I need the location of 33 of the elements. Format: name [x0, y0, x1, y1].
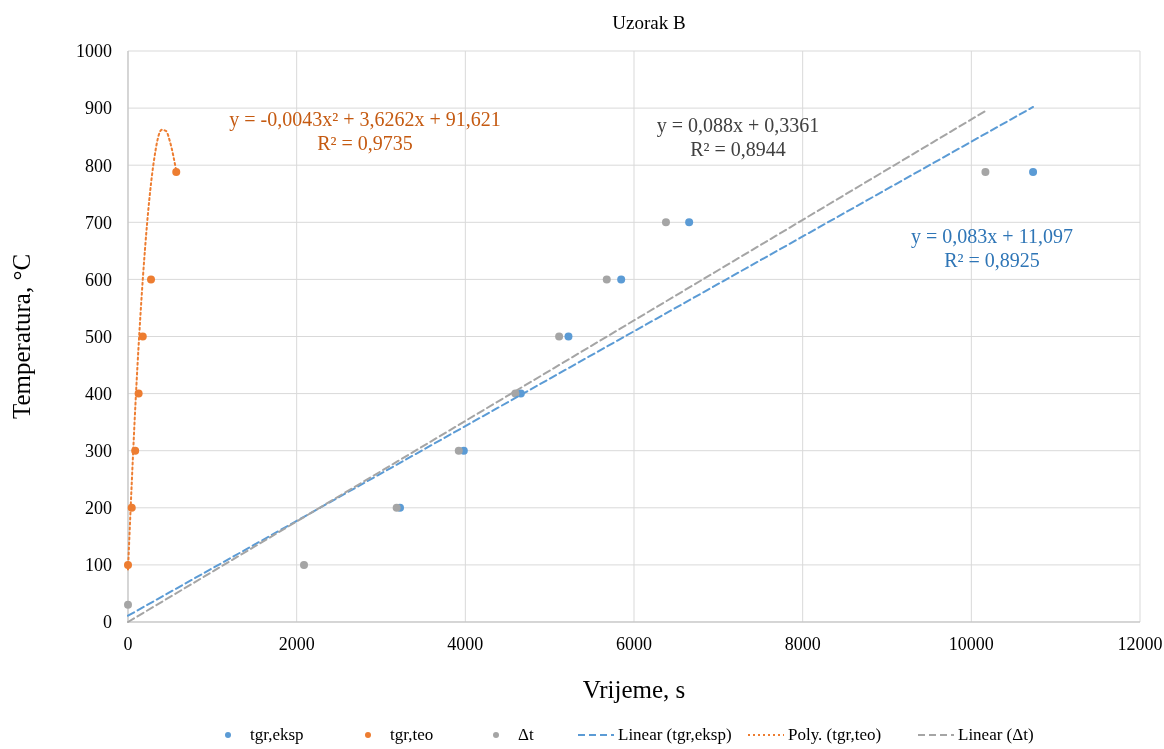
- x-tick-label: 2000: [278, 634, 315, 654]
- annotation: R² = 0,9735: [317, 132, 413, 154]
- y-tick-label: 500: [85, 326, 112, 347]
- x-tick-label: 12000: [1117, 634, 1163, 654]
- x-axis-title: Vrijeme, s: [582, 676, 686, 703]
- y-tick-label: 300: [85, 441, 112, 461]
- y-tick-label: 0: [103, 612, 112, 633]
- y-axis-title: Temperatura, °C: [8, 253, 35, 420]
- annotation: y = 0,088x + 0,3361: [656, 114, 820, 137]
- y-tick-label: 700: [85, 212, 112, 233]
- chart-title: Uzorak B: [612, 12, 686, 33]
- legend-label: Δt: [518, 725, 534, 744]
- y-tick-label: 900: [85, 98, 112, 119]
- legend-label: Poly. (tgr,teo): [788, 725, 882, 744]
- x-tick-label: 4000: [447, 634, 484, 654]
- annotation: R² = 0,8944: [690, 138, 786, 160]
- legend-label: tgr,eksp: [250, 725, 304, 744]
- legend-label: Linear (Δt): [958, 725, 1034, 744]
- annotation: y = 0,083x + 11,097: [911, 225, 1073, 248]
- y-tick-label: 1000: [76, 41, 112, 62]
- y-tick-label: 100: [85, 555, 112, 576]
- x-tick-label: 0: [123, 634, 133, 654]
- x-tick-label: 8000: [784, 634, 821, 654]
- legend-label: tgr,teo: [390, 725, 434, 744]
- y-tick-label: 600: [85, 269, 112, 290]
- x-tick-label: 10000: [948, 634, 994, 654]
- legend-label: Linear (tgr,eksp): [618, 725, 732, 744]
- x-tick-label: 6000: [616, 634, 652, 654]
- y-tick-label: 800: [85, 155, 112, 176]
- annotation: y = -0,0043x² + 3,6262x + 91,621: [229, 108, 501, 131]
- y-tick-label: 400: [85, 383, 112, 404]
- annotation: R² = 0,8925: [944, 249, 1040, 271]
- y-tick-label: 200: [85, 498, 112, 519]
